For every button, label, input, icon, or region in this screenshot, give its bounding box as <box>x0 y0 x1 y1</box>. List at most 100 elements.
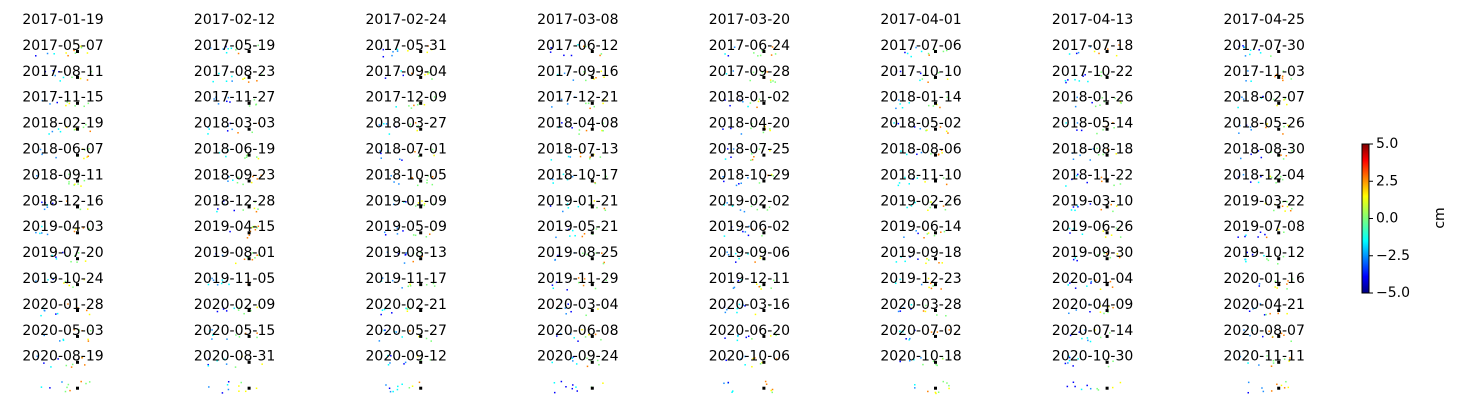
speck <box>899 103 901 105</box>
speck <box>1241 96 1243 99</box>
thumbnail <box>895 256 943 265</box>
thumbnail <box>216 200 259 213</box>
speck <box>225 80 228 82</box>
panel-title: 2019-04-15 <box>194 219 275 235</box>
speck <box>1265 126 1267 129</box>
speck <box>1237 106 1239 109</box>
speck <box>89 329 92 332</box>
speck <box>940 149 943 151</box>
panel-title: 2019-06-02 <box>709 219 790 235</box>
speck <box>423 202 426 205</box>
speck <box>930 201 933 203</box>
speck <box>1257 236 1259 238</box>
speck <box>1237 176 1240 178</box>
speck <box>1281 178 1284 181</box>
speck <box>602 262 605 265</box>
thumbnail <box>36 173 86 187</box>
speck <box>378 124 381 126</box>
speck <box>1284 210 1286 212</box>
speck <box>418 381 421 384</box>
speck <box>895 261 898 263</box>
speck <box>391 312 393 314</box>
speck <box>250 309 252 312</box>
speck <box>1273 209 1275 212</box>
panel-title: 2018-07-25 <box>709 142 790 158</box>
speck <box>68 183 70 185</box>
speck <box>927 209 929 212</box>
speck <box>417 355 419 358</box>
speck <box>1250 80 1252 82</box>
speck <box>386 251 389 253</box>
thumbnail <box>43 328 92 342</box>
speck <box>1102 230 1105 232</box>
speck <box>404 361 407 364</box>
speck <box>79 208 82 211</box>
speck <box>581 328 583 331</box>
speck <box>770 335 772 337</box>
speck <box>86 156 88 158</box>
speck <box>234 366 237 368</box>
speck <box>600 53 603 55</box>
reference-point <box>1277 179 1281 183</box>
panel-title: 2020-08-31 <box>194 349 275 365</box>
speck <box>1097 389 1100 391</box>
thumbnail <box>1067 279 1114 291</box>
speck <box>1271 176 1273 179</box>
speck <box>571 127 573 129</box>
speck <box>77 183 79 185</box>
speck <box>1101 97 1104 99</box>
speck <box>1247 391 1250 394</box>
speck <box>910 205 913 207</box>
panel-title: 2020-03-04 <box>537 297 618 313</box>
thumbnail <box>1066 381 1122 391</box>
speck <box>387 364 390 366</box>
speck <box>605 279 608 282</box>
reference-point <box>590 386 594 390</box>
speck <box>1265 236 1268 239</box>
speck <box>1237 236 1239 238</box>
thumbnail <box>1065 122 1122 135</box>
speck <box>427 73 429 75</box>
speck <box>393 181 395 183</box>
speck <box>1068 355 1070 358</box>
speck <box>1274 286 1276 288</box>
speck <box>425 236 428 238</box>
speck <box>552 182 554 184</box>
speck <box>74 128 77 131</box>
thumbnail <box>1245 303 1288 316</box>
speck <box>41 232 43 234</box>
speck <box>84 260 87 262</box>
speck <box>226 338 228 340</box>
speck <box>1252 307 1254 310</box>
reference-point <box>76 179 79 183</box>
speck <box>410 107 413 109</box>
speck <box>238 390 240 392</box>
speck <box>237 176 240 179</box>
speck <box>1263 314 1266 316</box>
reference-point <box>590 75 594 79</box>
reference-point <box>1277 75 1281 79</box>
speck <box>567 303 569 305</box>
speck <box>754 261 756 263</box>
speck <box>772 175 774 177</box>
speck <box>1251 329 1254 331</box>
speck <box>599 54 601 57</box>
speck <box>46 206 49 208</box>
reference-point <box>247 179 251 183</box>
speck <box>63 282 65 284</box>
speck <box>946 78 949 80</box>
speck <box>417 202 420 204</box>
speck <box>254 257 256 259</box>
speck <box>378 340 381 342</box>
speck <box>431 78 433 80</box>
panel-title: 2018-02-07 <box>1224 90 1305 106</box>
speck <box>724 53 726 55</box>
speck <box>582 284 585 287</box>
speck <box>1089 203 1092 205</box>
speck <box>1075 52 1078 55</box>
reference-point <box>934 75 937 79</box>
speck <box>1088 303 1091 306</box>
speck <box>401 336 403 338</box>
speck <box>1243 46 1245 49</box>
panel-title: 2019-09-30 <box>1052 245 1133 261</box>
